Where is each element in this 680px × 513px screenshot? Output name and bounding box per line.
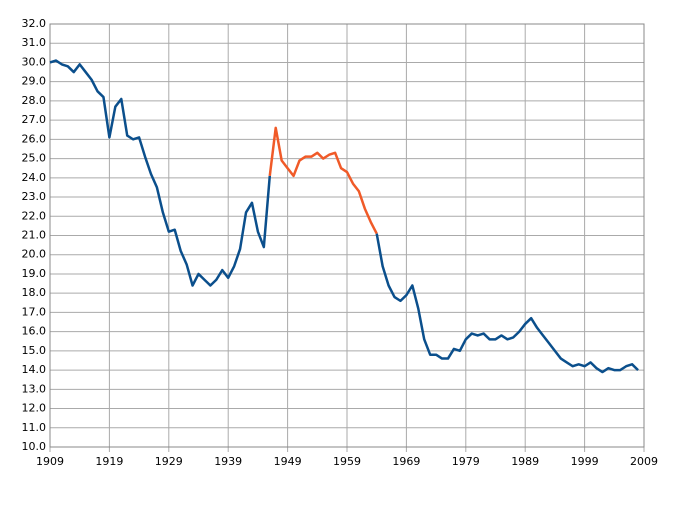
y-tick-label: 23.0 (22, 190, 47, 203)
x-tick-label: 1919 (95, 455, 123, 468)
y-tick-label: 15.0 (22, 344, 47, 357)
y-tick-label: 17.0 (22, 305, 47, 318)
y-tick-label: 21.0 (22, 229, 47, 242)
y-tick-label: 28.0 (22, 94, 47, 107)
x-tick-label: 1969 (392, 455, 420, 468)
y-tick-label: 22.0 (22, 209, 47, 222)
y-tick-label: 24.0 (22, 171, 47, 184)
x-tick-label: 2009 (630, 455, 658, 468)
y-tick-label: 26.0 (22, 132, 47, 145)
y-tick-label: 27.0 (22, 113, 47, 126)
y-tick-label: 13.0 (22, 382, 47, 395)
x-tick-label: 1999 (571, 455, 599, 468)
x-tick-label: 1989 (511, 455, 539, 468)
y-tick-label: 11.0 (22, 421, 47, 434)
x-tick-label: 1949 (274, 455, 302, 468)
y-tick-label: 14.0 (22, 363, 47, 376)
x-tick-label: 1939 (214, 455, 242, 468)
data-line (49, 59, 639, 374)
x-tick-label: 1909 (36, 455, 64, 468)
y-tick-label: 25.0 (22, 152, 47, 165)
y-tick-label: 31.0 (22, 36, 47, 49)
y-tick-label: 30.0 (22, 55, 47, 68)
y-tick-label: 16.0 (22, 325, 47, 338)
y-tick-label: 19.0 (22, 267, 47, 280)
plot-frame (49, 23, 645, 448)
y-tick-label: 12.0 (22, 402, 47, 415)
x-tick-label: 1959 (333, 455, 361, 468)
data-line (268, 126, 378, 235)
x-tick-label: 1979 (452, 455, 480, 468)
x-tick-label: 1929 (155, 455, 183, 468)
y-tick-label: 29.0 (22, 75, 47, 88)
y-tick-label: 32.0 (22, 17, 47, 30)
y-tick-label: 18.0 (22, 286, 47, 299)
y-tick-label: 20.0 (22, 248, 47, 261)
y-tick-label: 10.0 (22, 440, 47, 453)
